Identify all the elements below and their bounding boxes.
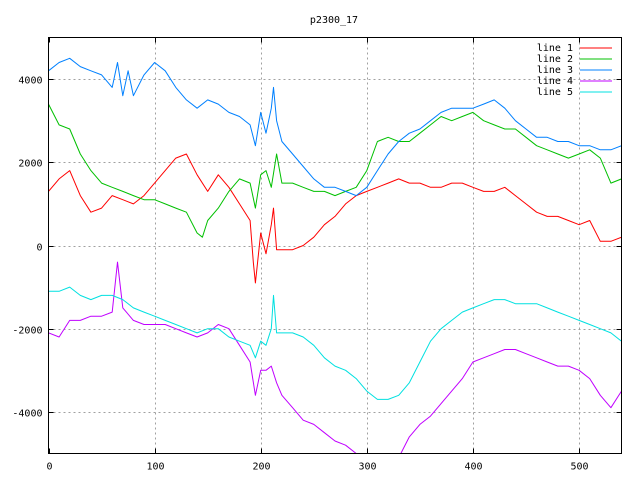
legend-label: line 1 [537,43,573,54]
legend-label: line 3 [537,65,573,76]
plot-frame [48,37,622,454]
series-line-5 [48,286,622,400]
series-line-2 [48,103,622,238]
chart-title: p2300_17 [310,15,358,26]
x-tick-label: 200 [252,462,270,473]
x-tick-label: 300 [358,462,376,473]
y-tick-label: 0 [36,243,42,254]
y-tick-label: 2000 [18,159,42,170]
series-line-4 [48,261,622,454]
x-tick-label: 400 [464,462,482,473]
series-lines [48,57,622,454]
series-line-1 [48,153,622,284]
x-tick-label: 0 [46,462,52,473]
x-tick-label: 100 [146,462,164,473]
y-tick-label: -4000 [12,409,42,420]
legend-label: line 2 [537,54,573,65]
y-tick-label: 4000 [18,76,42,87]
series-line-3 [48,57,622,197]
legend-label: line 4 [537,76,573,87]
grid [48,37,622,454]
y-tick-label: -2000 [12,326,42,337]
x-tick-label: 500 [570,462,588,473]
legend-label: line 5 [537,87,573,98]
axis-ticks: 0 100 200 300 400 500 -4000 -2000 0 2000 4000 [12,37,622,473]
